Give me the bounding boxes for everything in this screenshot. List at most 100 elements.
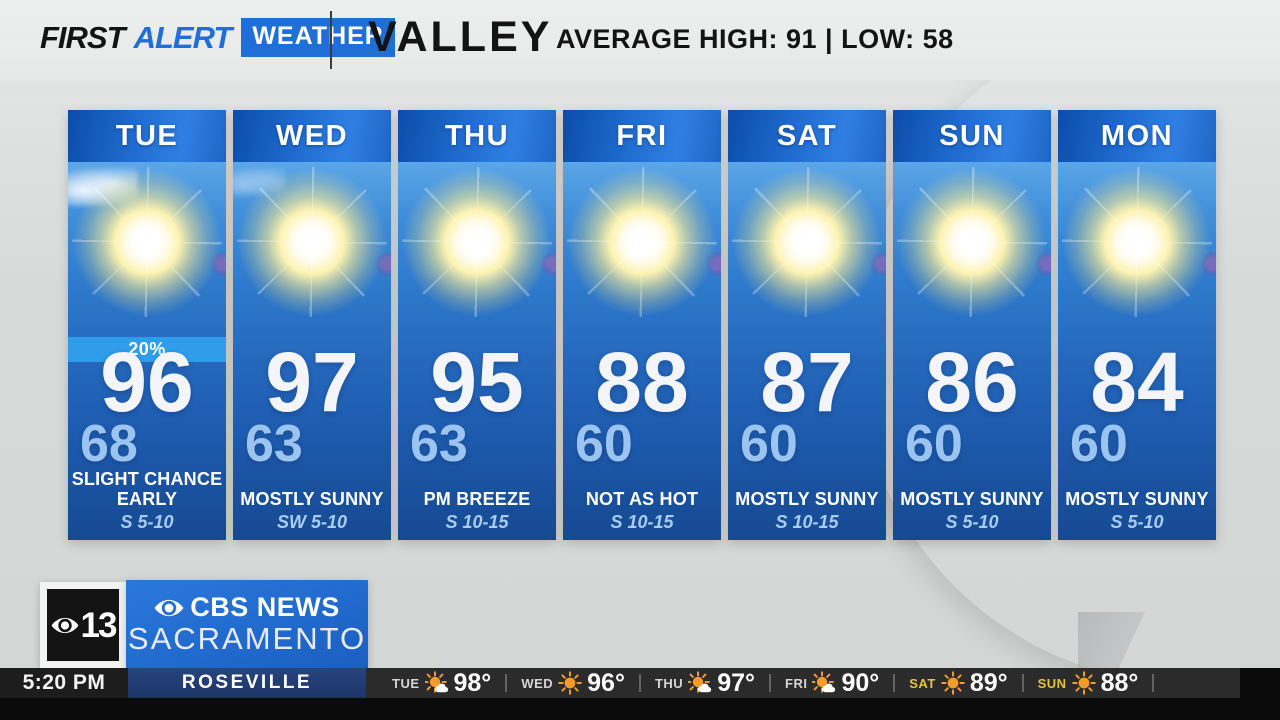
sun-icon [1071, 671, 1096, 695]
sun-cloud-icon [424, 671, 449, 695]
forecast-day-column: FRI 88 60 NOT AS HOT S 10-15 [563, 110, 721, 540]
wind-text: SW 5-10 [276, 512, 348, 532]
day-label: MON [1100, 119, 1174, 152]
forecast-columns: TUE 20% 96 68 SLIGHT CHANCE EARLY S 5-10… [68, 110, 1216, 540]
ticker-item: THU 97° [654, 668, 785, 697]
region-title: VALLEY [368, 13, 553, 61]
day-sky: 87 60 MOSTLY SUNNY S 10-15 [728, 162, 886, 540]
cbs13-logo: 13 [47, 589, 119, 661]
day-label: FRI [616, 119, 668, 152]
day-header: FRI [563, 110, 721, 162]
wind-text: S 5-10 [1110, 512, 1164, 532]
ticker-day-label: THU [654, 675, 684, 691]
condition-block: PM BREEZE S 10-15 [401, 488, 553, 533]
ticker-temp: 97° [717, 668, 755, 697]
day-header: WED [233, 110, 391, 162]
precip-band: 20% [68, 337, 226, 362]
ticker-separator [1152, 674, 1155, 692]
day-label: SAT [776, 119, 838, 152]
day-header: THU [398, 110, 556, 162]
ticker-separator [1021, 674, 1024, 692]
lower-third-bar: 5:20 PM ROSEVILLE TUE 98° WED 96° THU 97… [0, 668, 1280, 720]
sun-icon [558, 671, 582, 695]
location-badge: ROSEVILLE [128, 668, 366, 698]
wind-text: S 10-15 [445, 512, 509, 532]
header-bar: FIRST ALERT WEATHER VALLEY AVERAGE HIGH:… [0, 0, 1280, 80]
brand-first: FIRST [40, 19, 126, 55]
day-label: SUN [939, 119, 1005, 152]
time-text: 5:20 PM [22, 671, 106, 694]
condition-text: NOT AS HOT [585, 488, 699, 509]
high-temp: 96 [100, 335, 194, 429]
condition-text: MOSTLY SUNNY [900, 488, 1044, 509]
ticker-temp: 88° [1100, 668, 1139, 697]
first-alert-weather-logo: FIRST ALERT WEATHER [40, 18, 395, 57]
ticker-temp: 89° [969, 668, 1008, 697]
high-temp: 95 [430, 335, 524, 429]
ticker-separator [638, 674, 641, 692]
forecast-day-column: MON 84 60 MOSTLY SUNNY S 5-10 [1058, 110, 1216, 540]
ticker-separator [893, 674, 896, 692]
ticker-day-label: FRI [785, 675, 808, 691]
low-temp: 63 [410, 415, 468, 473]
wind-text: S 5-10 [120, 512, 174, 532]
market-name: SACRAMENTO [127, 621, 367, 657]
high-temp: 84 [1090, 335, 1184, 429]
wind-text: S 5-10 [945, 512, 999, 532]
station-number: 13 [80, 605, 118, 645]
day-header: MON [1058, 110, 1216, 162]
station-logo-box: 13 [40, 582, 126, 668]
brand-weather-badge: WEATHER [241, 18, 395, 57]
ticker-item: SAT 89° [909, 668, 1037, 697]
condition-block: MOSTLY SUNNY S 5-10 [896, 488, 1048, 533]
high-temp: 87 [760, 335, 854, 429]
low-temp: 68 [80, 415, 138, 473]
sun-cloud-icon [688, 671, 712, 695]
low-temp: 60 [1070, 415, 1128, 473]
sun-icon [402, 167, 556, 317]
day-sky: 86 60 MOSTLY SUNNY S 5-10 [893, 162, 1051, 540]
ticker-temp: 96° [587, 668, 625, 697]
low-temp: 60 [905, 415, 963, 473]
high-temp: 86 [925, 335, 1019, 429]
condition-block: SLIGHT CHANCE EARLY S 5-10 [71, 469, 223, 533]
ticker-day-label: TUE [392, 675, 420, 691]
ticker-separator [769, 674, 771, 692]
day-sky: 88 60 NOT AS HOT S 10-15 [563, 162, 721, 540]
day-sky: 95 63 PM BREEZE S 10-15 [398, 162, 556, 540]
ticker-item: FRI 90° [785, 670, 909, 696]
low-temp: 60 [575, 415, 633, 473]
day-label: TUE [115, 119, 179, 152]
condition-text: SLIGHT CHANCE EARLY [71, 469, 223, 509]
low-temp: 63 [245, 415, 303, 473]
ticker-day-label: SUN [1037, 675, 1067, 691]
day-sky: 84 60 MOSTLY SUNNY S 5-10 [1058, 162, 1216, 540]
forecast-ticker: TUE 98° WED 96° THU 97° FRI 90° [366, 668, 1240, 698]
cbs-eye-icon [154, 599, 184, 616]
clock: 5:20 PM [0, 668, 128, 698]
background-wedge [1078, 612, 1198, 670]
day-label: WED [275, 119, 349, 152]
ticker-day-label: SAT [909, 675, 936, 691]
sun-icon [732, 167, 886, 317]
condition-text: MOSTLY SUNNY [735, 488, 879, 509]
location-text: ROSEVILLE [181, 672, 313, 693]
condition-block: MOSTLY SUNNY SW 5-10 [236, 489, 388, 533]
high-temp: 88 [595, 335, 689, 429]
day-header: SUN [893, 110, 1051, 162]
ticker-item: TUE 98° [392, 670, 521, 696]
day-label: THU [444, 119, 510, 152]
high-temp: 97 [265, 335, 359, 429]
network-name: CBS NEWS [190, 592, 340, 623]
condition-block: MOSTLY SUNNY S 5-10 [1061, 488, 1213, 533]
sun-icon [897, 167, 1051, 317]
condition-text: PM BREEZE [423, 488, 531, 509]
condition-text: MOSTLY SUNNY [1065, 488, 1209, 509]
average-temps: AVERAGE HIGH: 91 | LOW: 58 [556, 24, 954, 54]
day-sky: 97 63 MOSTLY SUNNY SW 5-10 [233, 162, 391, 540]
forecast-day-column: TUE 20% 96 68 SLIGHT CHANCE EARLY S 5-10 [68, 110, 226, 540]
condition-block: MOSTLY SUNNY S 10-15 [731, 488, 883, 533]
day-header: SAT [728, 110, 886, 162]
ticker-item: WED 96° [521, 668, 655, 697]
